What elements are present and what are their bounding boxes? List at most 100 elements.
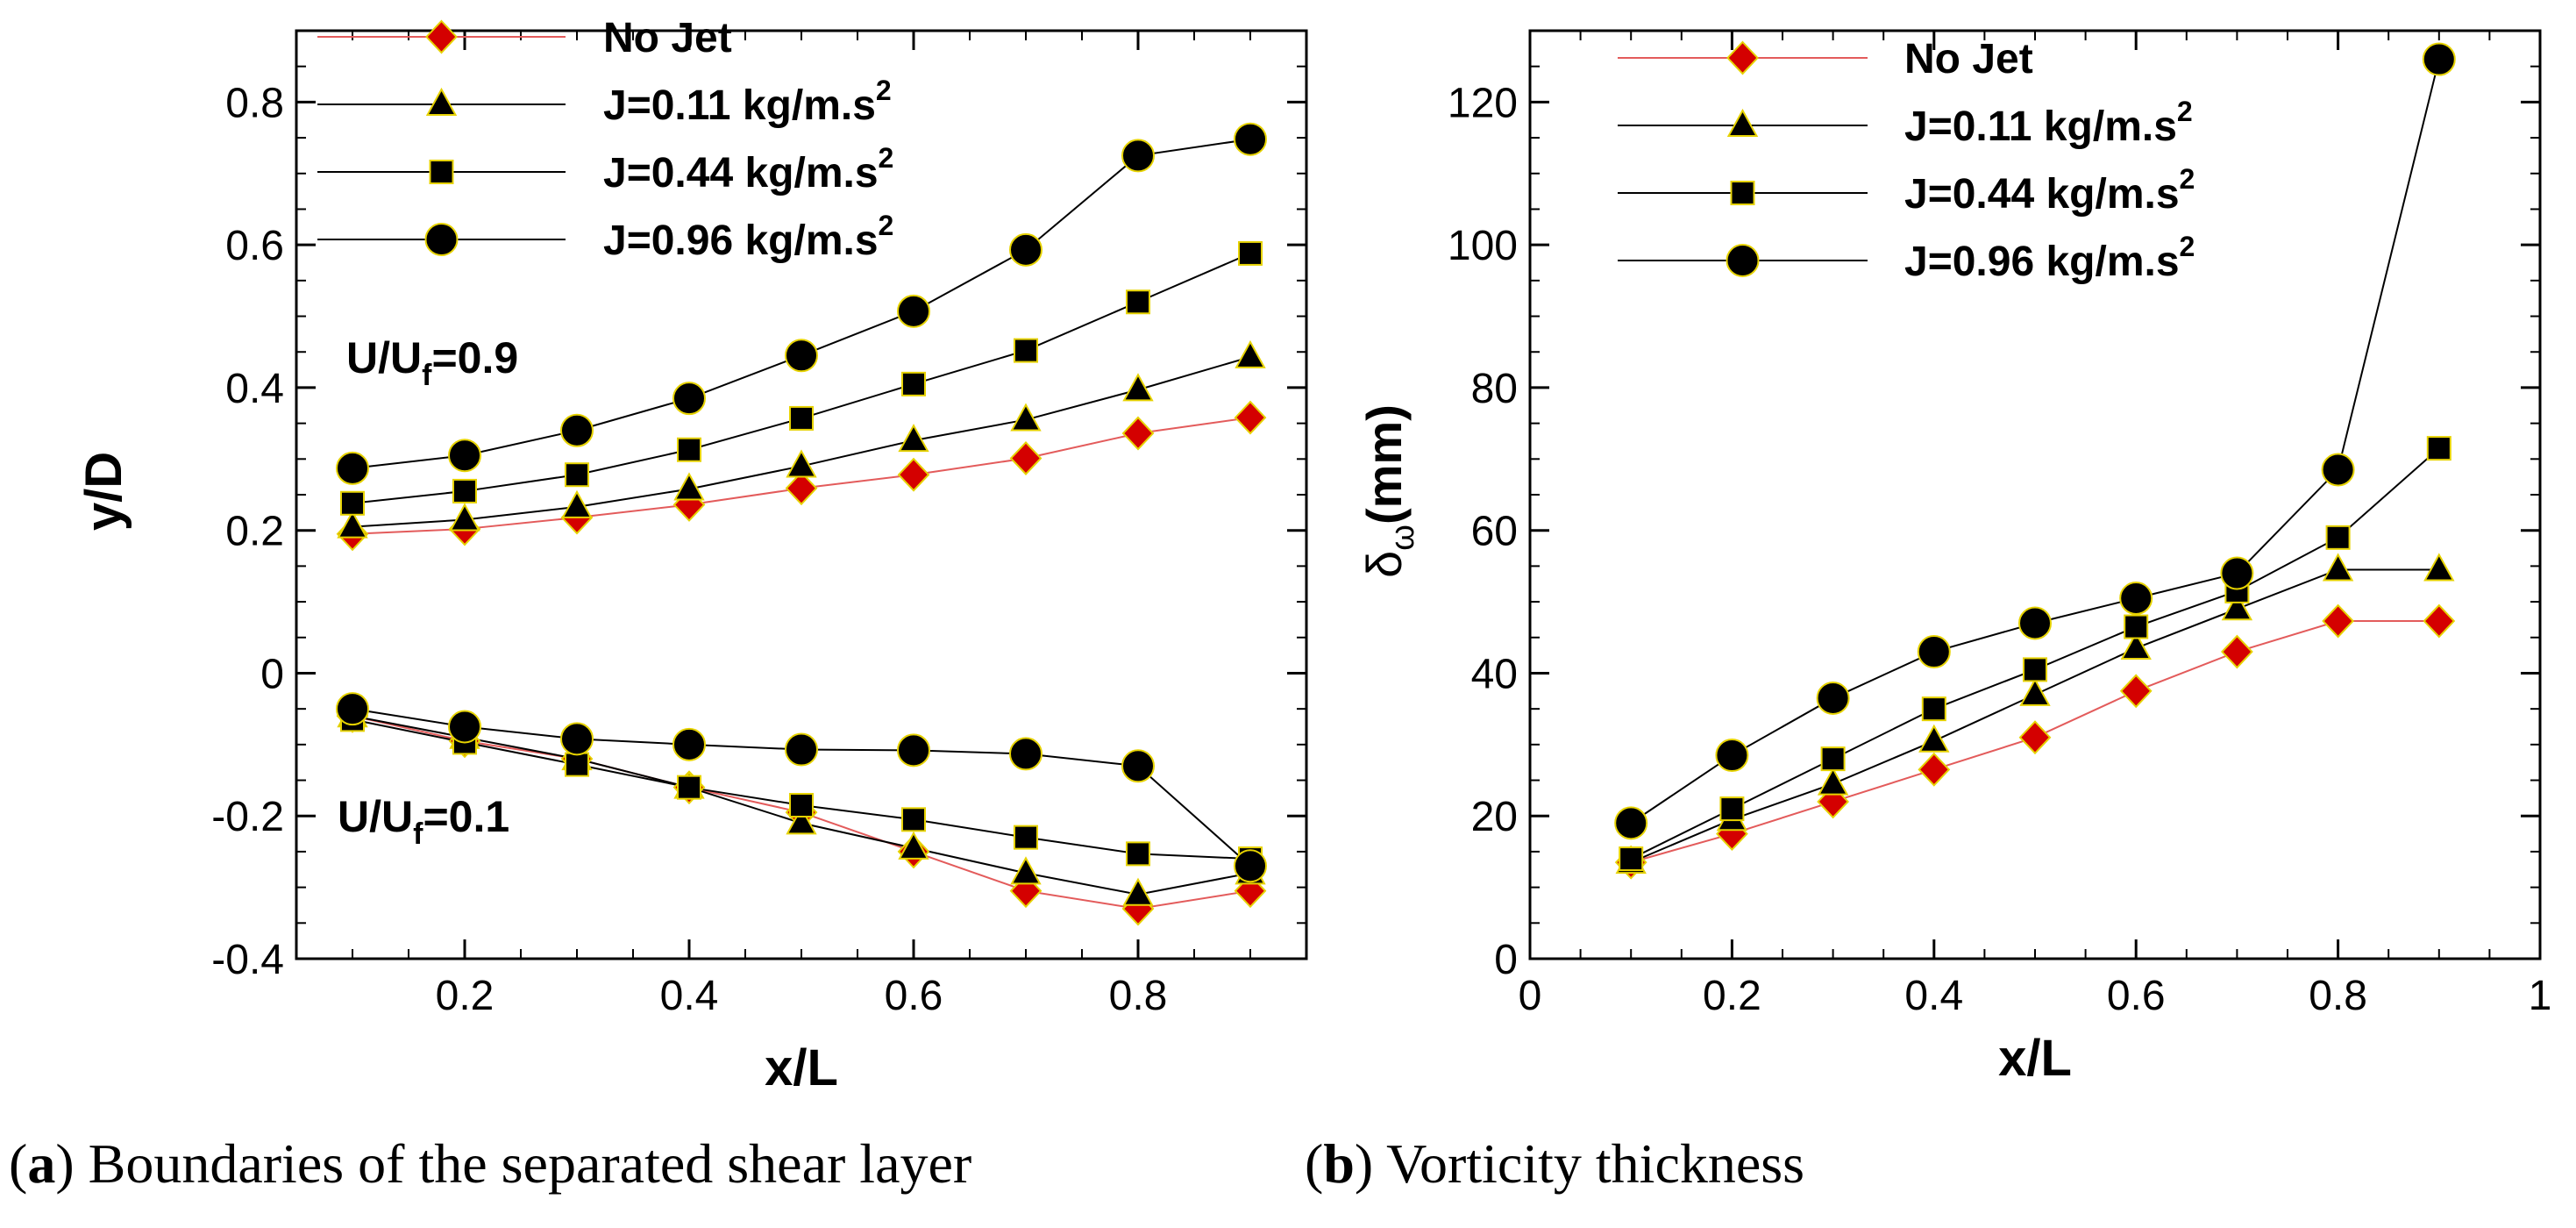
data-point xyxy=(1719,796,1745,822)
data-point xyxy=(901,807,926,832)
data-point xyxy=(2423,603,2456,639)
data-point xyxy=(1010,856,1042,885)
legend-marker xyxy=(1726,108,1759,137)
x-tick-label: 0.8 xyxy=(2309,973,2367,1019)
data-point xyxy=(2018,606,2052,640)
data-point xyxy=(2426,436,2451,461)
data-point xyxy=(1126,841,1150,867)
data-point xyxy=(565,462,589,488)
data-point xyxy=(897,457,930,492)
data-point xyxy=(1820,746,1846,772)
data-point xyxy=(1235,339,1266,368)
annotation-upper-boundary: U/Uf=0.9 xyxy=(346,333,518,392)
data-point xyxy=(336,451,369,485)
data-point xyxy=(1010,403,1042,432)
legend-marker xyxy=(424,223,459,256)
data-point xyxy=(1014,338,1038,363)
data-point xyxy=(898,831,929,860)
data-point xyxy=(2322,603,2354,639)
x-tick-label: 0.2 xyxy=(1703,973,1761,1019)
data-point xyxy=(789,793,814,818)
caption-panel-b: (b) Vorticity thickness xyxy=(1305,1132,1804,1195)
data-point xyxy=(677,775,701,800)
data-point xyxy=(449,503,480,532)
data-point xyxy=(786,449,817,478)
data-point xyxy=(448,439,481,473)
legend-entry: J=0.44 kg/m.s2 xyxy=(1904,163,2195,218)
y-tick-label: 20 xyxy=(1471,794,1518,840)
data-point xyxy=(898,424,929,453)
data-point xyxy=(1121,139,1155,173)
data-point xyxy=(2321,453,2355,487)
annotation-lower-boundary: U/Uf=0.1 xyxy=(338,792,509,851)
legend-entry: No Jet xyxy=(603,15,732,61)
data-point xyxy=(2221,592,2253,621)
data-point xyxy=(785,732,818,767)
panel-b-plot-frame xyxy=(1528,29,2542,960)
series-line-3-values_lower xyxy=(352,708,1251,867)
data-point xyxy=(1234,400,1267,435)
data-point xyxy=(2119,674,2153,709)
data-point xyxy=(673,472,705,501)
data-point xyxy=(2422,42,2456,76)
data-point xyxy=(2325,525,2351,550)
legend-marker xyxy=(1726,40,1759,75)
legend-entry: J=0.11 kg/m.s2 xyxy=(603,75,892,129)
caption-panel-a: (a) Boundaries of the separated shear la… xyxy=(9,1132,971,1195)
panel-b-series xyxy=(1614,42,2456,880)
data-point xyxy=(1122,877,1154,906)
data-point xyxy=(2019,677,2051,706)
panel-b-xlabel: x/L xyxy=(1998,1030,2072,1087)
y-tick-label: 80 xyxy=(1471,366,1518,412)
data-point xyxy=(1009,232,1042,267)
data-point xyxy=(2220,556,2254,590)
data-point xyxy=(1009,737,1042,771)
data-point xyxy=(2023,657,2047,682)
legend-marker xyxy=(429,160,454,184)
data-point xyxy=(1121,416,1155,451)
data-point xyxy=(1715,739,1749,773)
panel-a-series xyxy=(336,122,1267,926)
data-point xyxy=(1126,289,1150,315)
data-point xyxy=(561,489,593,518)
x-tick-label: 0.4 xyxy=(1904,973,1963,1019)
data-point xyxy=(2322,553,2354,582)
data-point xyxy=(337,510,368,539)
panel-a-tick-labels: 0.2 0.4 0.6 0.8 -0.4 -0.2 0 0.2 0.4 0.6 0.8 xyxy=(211,80,1167,1019)
data-point xyxy=(2124,614,2149,639)
data-point xyxy=(560,722,594,756)
chart-panel-a: 0.2 0.4 0.6 0.8 -0.4 -0.2 0 0.2 0.4 0.6 0.8 No Jet… xyxy=(75,15,1308,1096)
data-point xyxy=(1921,696,1946,722)
x-tick-label: 0.2 xyxy=(436,973,495,1019)
data-point xyxy=(2221,634,2253,669)
legend-entry: No Jet xyxy=(1904,36,2033,82)
data-point xyxy=(560,413,594,447)
data-point xyxy=(2018,720,2052,755)
data-point xyxy=(897,733,930,768)
data-point xyxy=(1614,806,1648,840)
x-tick-label: 0.4 xyxy=(660,973,719,1019)
data-point xyxy=(1816,681,1850,715)
data-point xyxy=(901,371,926,396)
x-tick-label: 0.8 xyxy=(1109,973,1168,1019)
data-point xyxy=(789,405,814,431)
panel-b-tick-labels: 0 0.2 0.4 0.6 0.8 1 0 20 40 60 80 100 120 xyxy=(1448,80,2551,1019)
data-point xyxy=(1014,825,1038,850)
y-tick-label: 100 xyxy=(1448,223,1518,269)
data-point xyxy=(1918,752,1951,787)
y-tick-label: 0.8 xyxy=(225,80,284,126)
panel-b-legend: No Jet J=0.11 kg/m.s2 J=0.44 kg/m.s2 J=0.96… xyxy=(1618,36,2195,285)
y-tick-label: 0 xyxy=(1494,937,1518,983)
x-tick-label: 0.6 xyxy=(2107,973,2166,1019)
data-point xyxy=(2120,631,2152,660)
chart-panel-b: 0 0.2 0.4 0.6 0.8 1 0 20 40 60 80 100 120 No Jet J=0.… xyxy=(1356,29,2551,1087)
legend-marker xyxy=(1726,244,1760,277)
data-point xyxy=(336,692,369,726)
panel-a-ylabel: y/D xyxy=(75,452,132,531)
x-tick-label: 0 xyxy=(1519,973,1542,1019)
data-point xyxy=(1817,767,1849,796)
legend-entry: J=0.44 kg/m.s2 xyxy=(603,142,893,196)
legend-entry: J=0.96 kg/m.s2 xyxy=(1904,231,2195,285)
x-tick-label: 1 xyxy=(2529,973,2552,1019)
